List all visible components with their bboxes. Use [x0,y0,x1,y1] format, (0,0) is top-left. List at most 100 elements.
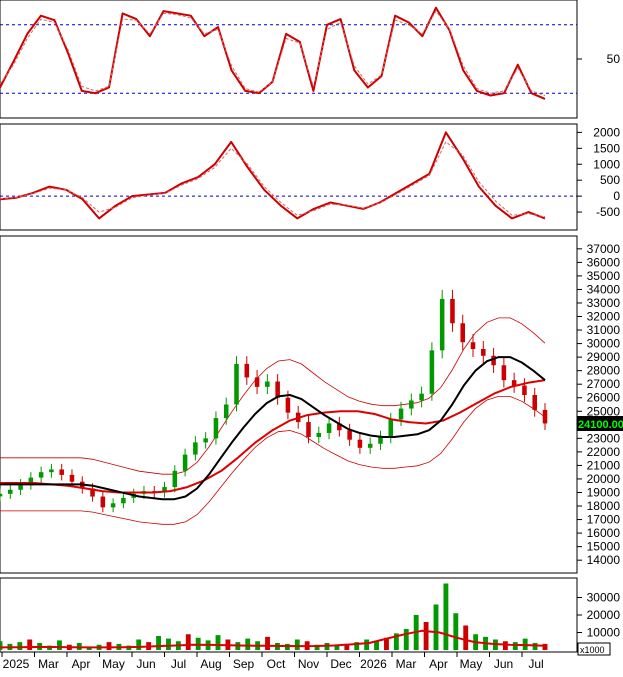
price-candle [398,408,404,420]
volume-bar [502,641,508,650]
volume-bar [364,639,370,650]
price-candle [388,419,394,437]
volume-bar [532,643,538,650]
price-candle [450,298,455,324]
x-tick-label: Apr [429,657,448,671]
volume-bar [453,613,459,650]
stochastic-panel: 50 [0,6,620,100]
price-y-tick-label: 28000 [587,364,621,378]
price-y-tick-label: 18000 [587,499,621,513]
price-candle [491,355,496,366]
price-candle [275,381,280,398]
price-candle [532,395,537,410]
price-candle [18,484,23,490]
price-y-tick-label: 22000 [587,445,621,459]
x-tick-label: Apr [72,657,91,671]
stochastic-line-1 [0,10,546,96]
macd-y-tick-label: -500 [596,205,620,219]
price-y-tick-label: 25000 [587,404,621,418]
price-candle [419,393,424,401]
price-candle [522,385,527,396]
price-candle [8,489,13,494]
price-candle [316,432,322,437]
price-y-tick-label: 37000 [587,242,621,256]
price-candle [182,454,188,471]
price-candle [409,400,414,409]
price-candle [367,443,373,448]
volume-y-tick-label: 30000 [587,591,621,605]
price-candle [38,472,44,478]
price-upper-band [0,317,546,475]
volume-y-tick-label: 20000 [587,608,621,622]
volume-bar [265,636,270,650]
price-candle [254,377,260,387]
price-candle [223,404,229,419]
x-tick-label: Mar [396,657,417,671]
x-tick-label: Nov [298,657,319,671]
volume-bar [334,645,340,650]
volume-bar [433,604,439,650]
price-candle [193,442,198,455]
price-candle [28,477,34,485]
volume-bar [443,583,449,650]
volume-bar [393,633,399,650]
price-y-tick-label: 23000 [587,431,621,445]
price-candle [439,298,445,351]
price-y-tick-label: 19000 [587,485,621,499]
price-y-tick-label: 17000 [587,513,621,527]
price-y-tick-label: 31000 [587,323,621,337]
volume-bar [294,639,300,650]
price-candle [49,469,54,473]
macd-y-tick-label: 2000 [593,125,620,139]
volume-bar [17,642,23,650]
volume-unit-badge: x1000 [577,642,611,656]
macd-y-tick-label: 500 [600,173,620,187]
price-candle [0,493,3,497]
price-candle [203,438,208,443]
price-y-tick-label: 33000 [587,296,621,310]
price-y-tick-label: 29000 [587,350,621,364]
x-tick-label: 2025 [3,657,30,671]
price-candle [285,397,291,413]
volume-bar [542,643,548,650]
price-y-tick-label: 20000 [587,472,621,486]
x-tick-label: 2026 [360,657,387,671]
x-tick-label: May [460,657,483,671]
price-candle [357,439,363,448]
price-lower-band [0,395,546,525]
price-candle [326,423,332,433]
volume-bar [403,629,409,650]
x-tick-label: Jul [171,657,186,671]
volume-bar [215,635,221,650]
price-candle [69,474,75,482]
price-candle [347,430,352,440]
macd-y-tick-label: 0 [613,189,620,203]
macd-line-0 [0,131,546,220]
price-ma-black [0,356,546,501]
volume-bar [354,642,360,650]
price-candle [110,503,116,508]
price-candle [100,496,106,508]
price-candle [172,470,178,488]
price-y-tick-label: 32000 [587,310,621,324]
volume-bar [0,641,3,650]
price-candle [244,363,250,378]
price-ma-red [0,379,546,494]
price-candle [265,381,270,387]
last-price-tag: 24100.00 [577,416,623,431]
volume-bar [384,637,389,650]
volume-bar [463,625,469,650]
volume-bar [314,644,320,650]
macd-panel: 2000 1500 1000 500 0 -500 [0,125,620,220]
volume-bar [245,638,251,650]
price-panel-frame [0,235,578,574]
volume-unit-label: x1000 [580,645,605,655]
volume-bar [27,639,33,650]
price-candle [542,409,548,424]
price-y-tick-label: 14000 [587,553,621,567]
price-candle [460,323,466,343]
volume-panel: 30000 20000 10000 [0,583,621,650]
volume-bar [423,622,429,650]
price-y-tick-label: 15000 [587,540,621,554]
